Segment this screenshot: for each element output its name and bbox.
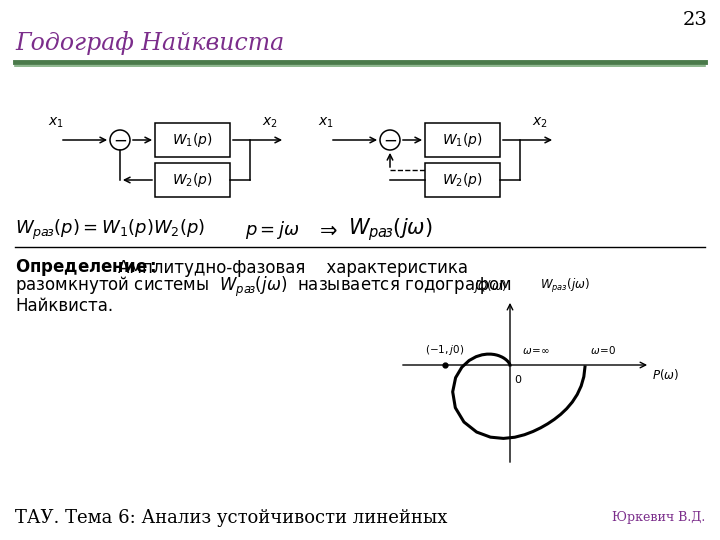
Text: $(-1,j0)$: $(-1,j0)$ [426, 343, 464, 357]
Bar [425, 123, 500, 157]
Text: $P(\omega)$: $P(\omega)$ [652, 368, 679, 382]
Text: $x_2$: $x_2$ [262, 116, 278, 130]
Text: $jQ(\omega)$: $jQ(\omega)$ [473, 278, 507, 295]
Text: $W_2(p)$: $W_2(p)$ [442, 171, 483, 189]
Text: Найквиста.: Найквиста. [15, 297, 113, 315]
Text: разомкнутой системы  $W_{\mathit{pa\!з}}(j\omega)$  называется годографом: разомкнутой системы $W_{\mathit{pa\!з}}(… [15, 275, 512, 299]
Text: $W_2(p)$: $W_2(p)$ [172, 171, 213, 189]
Bar [155, 123, 230, 157]
Text: $-$: $-$ [383, 131, 397, 149]
Text: ТАУ. Тема 6: Анализ устойчивости линейных: ТАУ. Тема 6: Анализ устойчивости линейны… [15, 509, 447, 527]
Text: $x_2$: $x_2$ [532, 116, 548, 130]
Text: $\mathbf{Определение:}$: $\mathbf{Определение:}$ [15, 258, 156, 279]
Text: $W_{\mathit{paз}}(j\omega)$: $W_{\mathit{paз}}(j\omega)$ [540, 277, 590, 295]
Text: $\omega\!=\!0$: $\omega\!=\!0$ [590, 344, 616, 356]
Text: $x_1$: $x_1$ [318, 116, 334, 130]
Text: $-$: $-$ [113, 131, 127, 149]
Text: $W_{\mathit{pa\!з}}(p) = W_1(p)W_2(p)$: $W_{\mathit{pa\!з}}(p) = W_1(p)W_2(p)$ [15, 218, 205, 242]
Text: Амплитудно-фазовая    характеристика: Амплитудно-фазовая характеристика [118, 259, 468, 277]
Text: Годограф Найквиста: Годограф Найквиста [15, 31, 284, 55]
Text: $W_{\mathit{pa\!з}}(j\omega)$: $W_{\mathit{pa\!з}}(j\omega)$ [348, 217, 433, 244]
Bar [155, 163, 230, 197]
Text: $x_1$: $x_1$ [48, 116, 64, 130]
Text: $0$: $0$ [514, 373, 522, 385]
Text: $p = j\omega$: $p = j\omega$ [245, 219, 300, 241]
Text: $\omega\!=\!\infty$: $\omega\!=\!\infty$ [522, 346, 549, 356]
Text: $\Rightarrow$: $\Rightarrow$ [315, 220, 338, 240]
Text: $W_1(p)$: $W_1(p)$ [172, 131, 213, 149]
Text: 23: 23 [683, 11, 708, 29]
Text: Юркевич В.Д.: Юркевич В.Д. [612, 511, 705, 524]
Text: $W_1(p)$: $W_1(p)$ [442, 131, 483, 149]
Bar [425, 163, 500, 197]
